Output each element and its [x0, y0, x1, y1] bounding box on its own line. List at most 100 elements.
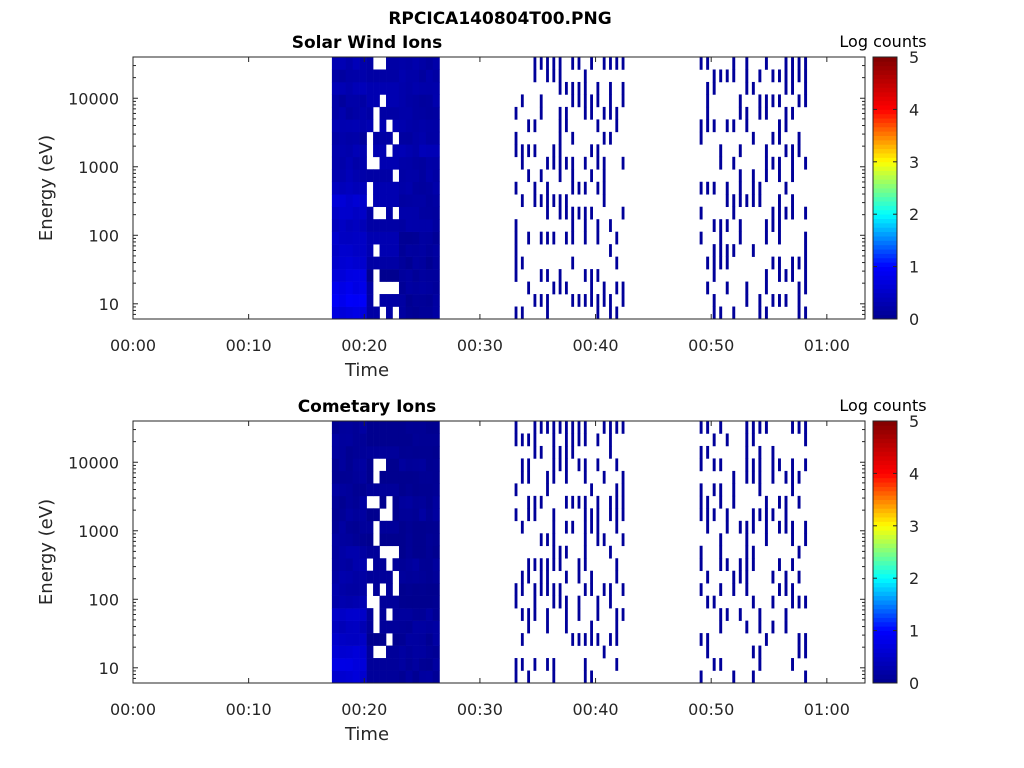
data-cell [386, 645, 393, 659]
data-cell [514, 433, 518, 447]
data-cell [552, 281, 556, 295]
data-cell [706, 595, 710, 609]
colorbar-step [873, 74, 897, 80]
data-cell [571, 156, 575, 170]
data-cell [719, 533, 723, 547]
data-cell [590, 169, 593, 183]
data-cell [331, 244, 340, 257]
y-axis-label: Energy (eV) [36, 135, 57, 241]
data-cell [602, 470, 606, 484]
x-tick-label: 01:00 [804, 336, 850, 355]
colorbar-step [873, 275, 897, 281]
data-cell [412, 545, 420, 559]
data-cell [546, 483, 549, 497]
data-cell [392, 595, 400, 609]
data-cell [425, 119, 433, 133]
data-cell [379, 445, 387, 459]
data-cell [552, 57, 556, 70]
data-cell [564, 620, 568, 634]
data-cell [778, 69, 781, 83]
data-cell [379, 433, 387, 447]
data-cell [771, 94, 775, 108]
colorbar-tick-label: 4 [909, 100, 919, 119]
data-cell [379, 294, 387, 307]
data-cell [412, 156, 420, 170]
data-cell [392, 421, 400, 434]
data-cell [379, 558, 387, 572]
data-cell [615, 658, 619, 671]
data-cell [609, 219, 612, 232]
data-cell [764, 219, 768, 232]
data-cell [719, 69, 723, 83]
data-cell [405, 144, 413, 158]
data-cell [583, 81, 587, 95]
data-cell [425, 583, 433, 596]
data-cell [804, 595, 808, 609]
data-cell [373, 508, 380, 522]
plot-area [133, 57, 865, 319]
data-cell [338, 570, 347, 584]
data-cell [419, 256, 427, 270]
data-cell [621, 281, 625, 295]
data-cell [359, 421, 367, 434]
data-cell [419, 520, 427, 534]
data-cell [425, 269, 433, 282]
data-cell [546, 269, 549, 282]
data-cell [419, 570, 427, 584]
data-cell [345, 169, 354, 183]
data-cell [398, 608, 407, 621]
data-cell [615, 256, 619, 270]
data-cell [425, 545, 433, 559]
data-cell [392, 231, 400, 245]
data-cell [564, 495, 568, 509]
data-cell [764, 633, 768, 646]
data-cell [804, 633, 808, 646]
data-cell [366, 433, 374, 447]
data-cell [539, 570, 543, 584]
data-cell [804, 94, 808, 108]
colorbar-step [873, 249, 897, 254]
data-cell [732, 69, 736, 83]
data-cell [712, 269, 716, 282]
data-cell [520, 633, 524, 646]
data-cell [596, 156, 600, 170]
data-cell [345, 106, 354, 120]
colorbar-step [873, 65, 897, 71]
data-cell [571, 81, 575, 95]
data-cell [366, 458, 374, 472]
data-cell [706, 508, 710, 522]
data-cell [419, 670, 427, 684]
data-cell [609, 445, 612, 459]
data-cell [359, 194, 367, 208]
data-cell [359, 533, 367, 547]
colorbar-frame [872, 420, 898, 684]
data-cell [398, 69, 407, 83]
data-cell [392, 106, 400, 120]
data-cell [352, 533, 360, 547]
colorbar-step [873, 292, 897, 298]
data-cell [533, 558, 537, 572]
data-cell [398, 206, 407, 220]
data-cell [719, 156, 723, 170]
data-cell [797, 57, 801, 70]
x-tick-label: 00:20 [341, 700, 387, 719]
colorbar-step [873, 434, 897, 439]
data-cell [338, 181, 347, 195]
data-cell [412, 633, 420, 646]
y-tick-label: 10000 [68, 89, 119, 108]
data-cell [398, 558, 407, 572]
data-cell [432, 483, 440, 497]
data-cell [432, 169, 440, 183]
data-cell [706, 57, 710, 70]
data-cell [386, 156, 393, 170]
data-cell [539, 294, 543, 307]
data-cell [366, 81, 374, 95]
colorbar-step [873, 170, 897, 176]
data-cell [804, 156, 808, 170]
data-cell [392, 156, 400, 170]
colorbar-step [873, 236, 897, 241]
data-cell [366, 219, 374, 232]
data-cell [758, 306, 762, 320]
colorbar-step [873, 70, 897, 75]
data-cell [366, 57, 374, 70]
